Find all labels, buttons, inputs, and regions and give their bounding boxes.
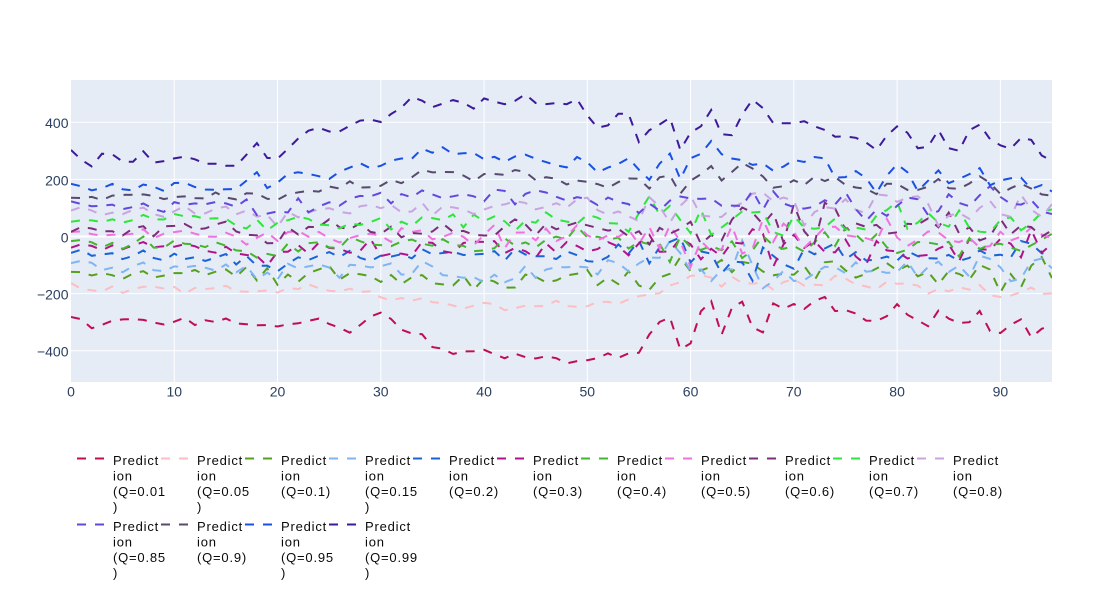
svg-text:0: 0 (61, 229, 69, 245)
svg-text:(Q=0.1): (Q=0.1) (281, 484, 331, 499)
svg-text:ion: ion (197, 535, 217, 550)
svg-text:200: 200 (45, 172, 69, 188)
svg-text:ion: ion (365, 469, 385, 484)
svg-text:30: 30 (373, 383, 389, 399)
svg-text:ion: ion (281, 535, 301, 550)
svg-text:20: 20 (270, 383, 286, 399)
svg-text:ion: ion (113, 535, 133, 550)
svg-text:(Q=0.95: (Q=0.95 (281, 550, 334, 565)
svg-text:ion: ion (113, 469, 133, 484)
svg-text:Predict: Predict (617, 453, 663, 468)
svg-text:80: 80 (889, 383, 905, 399)
svg-text:(Q=0.3): (Q=0.3) (533, 484, 583, 499)
svg-text:Predict: Predict (281, 453, 327, 468)
svg-text:ion: ion (617, 469, 637, 484)
svg-text:(Q=0.15: (Q=0.15 (365, 484, 418, 499)
svg-text:Predict: Predict (449, 453, 495, 468)
svg-text:(Q=0.2): (Q=0.2) (449, 484, 499, 499)
svg-text:(Q=0.8): (Q=0.8) (953, 484, 1003, 499)
svg-text:Predict: Predict (113, 453, 159, 468)
svg-text:ion: ion (197, 469, 217, 484)
svg-text:Predict: Predict (953, 453, 999, 468)
svg-text:Predict: Predict (533, 453, 579, 468)
svg-text:40: 40 (476, 383, 492, 399)
svg-text:(Q=0.85: (Q=0.85 (113, 550, 166, 565)
svg-text:): ) (281, 566, 286, 581)
svg-text:ion: ion (785, 469, 805, 484)
svg-text:ion: ion (281, 469, 301, 484)
svg-text:−200: −200 (37, 287, 69, 303)
svg-text:Predict: Predict (365, 519, 411, 534)
svg-text:(Q=0.9): (Q=0.9) (197, 550, 247, 565)
svg-text:50: 50 (580, 383, 596, 399)
svg-text:(Q=0.05: (Q=0.05 (197, 484, 250, 499)
svg-text:Predict: Predict (785, 453, 831, 468)
svg-text:Predict: Predict (701, 453, 747, 468)
svg-text:): ) (113, 566, 118, 581)
svg-text:ion: ion (533, 469, 553, 484)
svg-text:(Q=0.99: (Q=0.99 (365, 550, 418, 565)
svg-text:400: 400 (45, 115, 69, 131)
svg-text:ion: ion (365, 535, 385, 550)
svg-text:90: 90 (993, 383, 1009, 399)
svg-text:ion: ion (449, 469, 469, 484)
svg-text:(Q=0.7): (Q=0.7) (869, 484, 919, 499)
svg-text:(Q=0.01: (Q=0.01 (113, 484, 166, 499)
svg-text:70: 70 (786, 383, 802, 399)
svg-text:): ) (365, 566, 370, 581)
svg-text:Predict: Predict (869, 453, 915, 468)
svg-text:−400: −400 (37, 344, 69, 360)
svg-text:ion: ion (701, 469, 721, 484)
svg-text:ion: ion (869, 469, 889, 484)
svg-text:(Q=0.5): (Q=0.5) (701, 484, 751, 499)
svg-text:Predict: Predict (197, 519, 243, 534)
svg-text:Predict: Predict (197, 453, 243, 468)
svg-text:(Q=0.6): (Q=0.6) (785, 484, 835, 499)
svg-text:ion: ion (953, 469, 973, 484)
svg-text:): ) (197, 500, 202, 515)
svg-text:Predict: Predict (113, 519, 159, 534)
svg-text:(Q=0.4): (Q=0.4) (617, 484, 667, 499)
svg-text:60: 60 (683, 383, 699, 399)
svg-text:0: 0 (67, 383, 75, 399)
svg-text:Predict: Predict (281, 519, 327, 534)
svg-text:Predict: Predict (365, 453, 411, 468)
svg-text:): ) (365, 500, 370, 515)
svg-text:10: 10 (167, 383, 183, 399)
svg-text:): ) (113, 500, 118, 515)
